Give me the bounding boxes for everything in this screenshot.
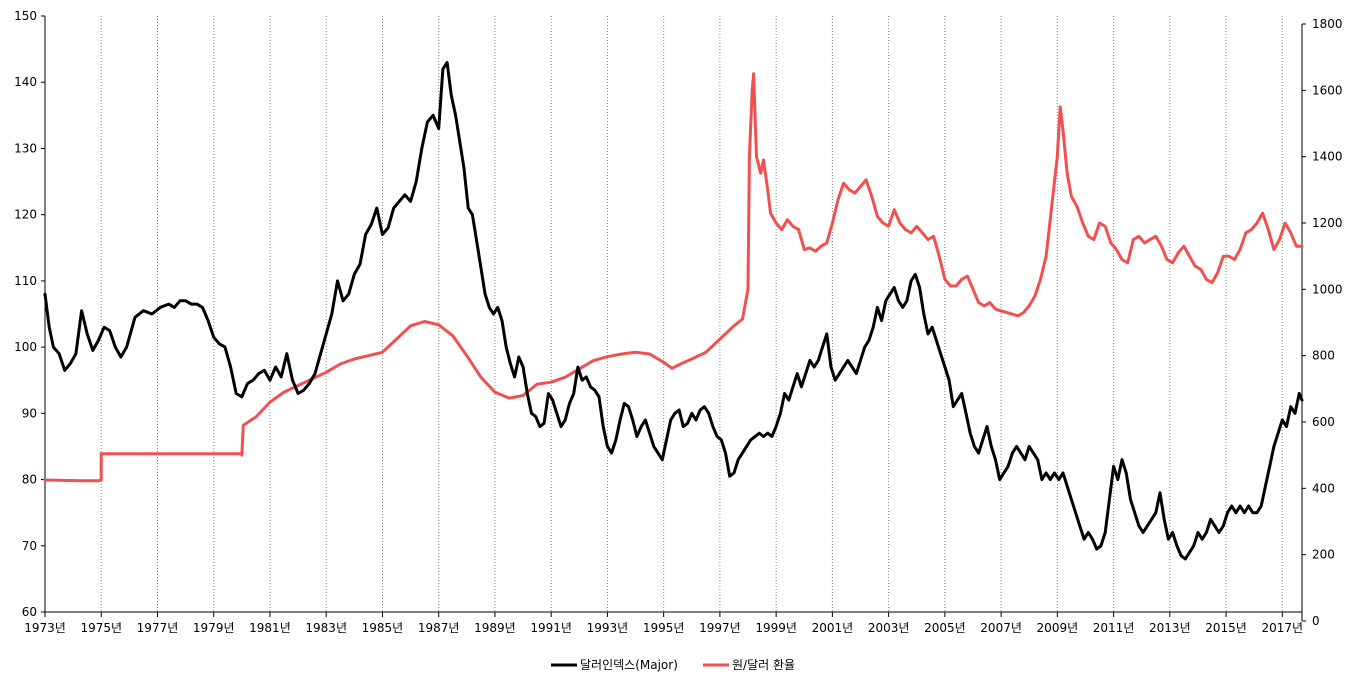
- x-tick-label: 2017년: [1262, 621, 1304, 635]
- x-tick-label: 2007년: [980, 621, 1022, 635]
- y-left-tick-label: 60: [22, 605, 37, 619]
- chart-axes: [44, 16, 1303, 621]
- series-line-dollar-index: [43, 60, 1304, 561]
- x-tick-label: 2011년: [1093, 621, 1135, 635]
- x-tick-label: 2009년: [1037, 621, 1079, 635]
- y-right-tick-label: 1600: [1312, 83, 1343, 97]
- x-tick-label: 2013년: [1149, 621, 1191, 635]
- legend: 달러인덱스(Major) 원/달러 환율: [551, 658, 795, 672]
- x-tick-label: 1973년: [24, 621, 66, 635]
- y-left-tick-label: 90: [22, 406, 37, 420]
- y-right-tick-label: 200: [1312, 548, 1335, 562]
- y-left-tick-label: 120: [14, 208, 37, 222]
- legend-label-krw-usd: 원/달러 환율: [732, 658, 795, 672]
- y-left-tick-label: 100: [14, 340, 37, 354]
- x-tick-label: 1983년: [305, 621, 347, 635]
- x-tick-label: 1987년: [418, 621, 460, 635]
- y-right-tick-label: 1800: [1312, 17, 1343, 31]
- y-right-tick-label: 800: [1312, 349, 1335, 363]
- y-left-tick-label: 130: [14, 141, 37, 155]
- x-tick-label: 1979년: [193, 621, 235, 635]
- y-left-tick-label: 80: [22, 473, 37, 487]
- x-tick-label: 1997년: [699, 621, 741, 635]
- right-axis-ticks: 0 200 400 600 800 1000 1200 1400 1600 1800: [1302, 17, 1343, 628]
- y-right-tick-label: 0: [1312, 614, 1320, 628]
- y-left-tick-label: 70: [22, 539, 37, 553]
- y-right-tick-label: 1400: [1312, 150, 1343, 164]
- y-right-tick-label: 400: [1312, 481, 1335, 495]
- x-tick-label: 2001년: [812, 621, 854, 635]
- x-tick-label: 1985년: [362, 621, 404, 635]
- y-right-tick-label: 1200: [1312, 216, 1343, 230]
- x-tick-label: 1977년: [137, 621, 179, 635]
- y-right-tick-label: 600: [1312, 415, 1335, 429]
- y-right-tick-label: 1000: [1312, 282, 1343, 296]
- x-tick-label: 1993년: [587, 621, 629, 635]
- y-left-tick-label: 150: [14, 9, 37, 23]
- x-axis-ticks: 1973년 1975년 1977년 1979년 1981년 1983년 1985년 1987년…: [24, 612, 1303, 635]
- series-line-krw-usd: [43, 72, 1304, 483]
- x-tick-label: 1989년: [474, 621, 516, 635]
- y-left-tick-label: 140: [14, 75, 37, 89]
- x-tick-label: 1975년: [80, 621, 122, 635]
- legend-label-dollar-index: 달러인덱스(Major): [580, 658, 678, 672]
- x-tick-label: 2003년: [868, 621, 910, 635]
- y-left-tick-label: 110: [14, 274, 37, 288]
- x-tick-label: 2005년: [924, 621, 966, 635]
- x-tick-label: 2015년: [1205, 621, 1247, 635]
- x-tick-label: 1991년: [530, 621, 572, 635]
- series-lines: [43, 60, 1304, 561]
- x-tick-label: 1995년: [643, 621, 685, 635]
- x-tick-label: 1999년: [755, 621, 797, 635]
- x-tick-label: 1981년: [249, 621, 291, 635]
- left-axis-ticks: 60 70 80 90 100 110 120 130 140 150: [14, 9, 45, 619]
